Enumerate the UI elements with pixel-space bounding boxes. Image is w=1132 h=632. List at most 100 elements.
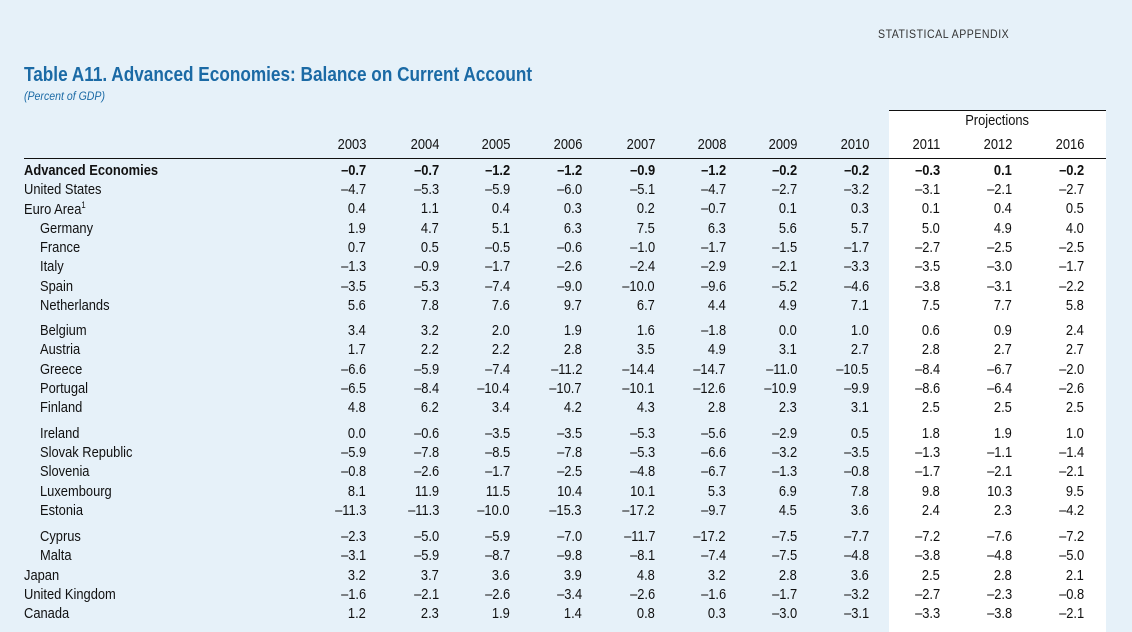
table-cell: –2.5 <box>1058 239 1084 256</box>
table-cell: 3.6 <box>492 567 510 584</box>
table-cell: –5.0 <box>1058 547 1084 564</box>
table-cell: 3.2 <box>421 322 439 339</box>
table-cell: –2.6 <box>556 258 582 275</box>
table-row: Germany 1.9 4.7 5.1 6.3 7.5 6.3 5.6 5.7 5.0 4.9 4.0 <box>0 220 1132 239</box>
row-label: United States <box>24 181 102 198</box>
table-cell: 3.4 <box>348 322 366 339</box>
year-header-3: 2006 <box>553 136 582 153</box>
table-cell: 4.5 <box>779 502 797 519</box>
table-row: Spain –3.5 –5.3 –7.4 –9.0 –10.0 –9.6 –5.2 –4.6 –3… <box>0 278 1132 297</box>
table-cell: 1.9 <box>348 220 366 237</box>
table-cell: –5.9 <box>484 181 510 198</box>
table-cell: –5.6 <box>700 425 726 442</box>
table-cell: –1.2 <box>556 162 582 179</box>
table-cell: –5.3 <box>629 425 655 442</box>
table-cell: –3.5 <box>484 425 510 442</box>
table-cell: –1.0 <box>629 239 655 256</box>
table-cell: –2.1 <box>771 258 797 275</box>
table-cell: –3.0 <box>986 258 1012 275</box>
table-cell: –5.9 <box>413 547 439 564</box>
table-cell: 2.8 <box>922 341 940 358</box>
table-row: Luxembourg 8.1 11.9 11.5 10.4 10.1 5.3 6.9 7.8 9.… <box>0 483 1132 502</box>
table-cell: –2.2 <box>1058 278 1084 295</box>
table-cell: –8.1 <box>629 547 655 564</box>
year-header-8: 2011 <box>912 136 940 153</box>
table-cell: 2.7 <box>1066 341 1084 358</box>
table-cell: –2.6 <box>629 586 655 603</box>
table-cell: 1.7 <box>348 341 366 358</box>
row-label: Belgium <box>40 322 87 339</box>
table-cell: 8.1 <box>348 483 366 500</box>
table-cell: –11.3 <box>407 502 439 519</box>
table-cell: –2.1 <box>1058 463 1084 480</box>
table-subtitle: (Percent of GDP) <box>24 89 105 103</box>
table-cell: 10.3 <box>986 483 1012 500</box>
table-cell: 0.7 <box>348 239 366 256</box>
table-cell: –2.1 <box>1058 605 1084 622</box>
table-cell: 4.8 <box>637 567 655 584</box>
year-header-1: 2004 <box>410 136 439 153</box>
table-cell: 3.6 <box>851 502 869 519</box>
table-cell: 5.6 <box>779 220 797 237</box>
table-cell: –5.3 <box>629 444 655 461</box>
row-label: Euro Area1 <box>24 200 86 218</box>
table-cell: –5.0 <box>413 528 439 545</box>
table-cell: –2.1 <box>986 181 1012 198</box>
table-cell: –0.7 <box>340 162 366 179</box>
table-cell: 0.0 <box>348 425 366 442</box>
table-cell: –1.3 <box>914 444 940 461</box>
table-cell: –6.0 <box>556 181 582 198</box>
year-header-7: 2010 <box>840 136 869 153</box>
table-row: Slovak Republic –5.9 –7.8 –8.5 –7.8 –5.3 –6.6 –… <box>0 444 1132 463</box>
row-label: Ireland <box>40 425 80 442</box>
table-cell: 6.2 <box>421 399 439 416</box>
table-cell: –11.3 <box>334 502 366 519</box>
table-cell: –2.7 <box>914 586 940 603</box>
table-cell: –10.4 <box>477 380 510 397</box>
table-cell: –7.5 <box>771 547 797 564</box>
table-cell: –3.2 <box>771 444 797 461</box>
row-label: France <box>40 239 81 256</box>
table-cell: –7.0 <box>556 528 582 545</box>
table-cell: –2.1 <box>413 586 439 603</box>
table-cell: 4.0 <box>1066 220 1084 237</box>
table-cell: –4.8 <box>629 463 655 480</box>
table-cell: 2.5 <box>1066 399 1084 416</box>
year-header-row: 2003 2004 2005 2006 2007 2008 2009 2010 2011 2012… <box>0 136 1132 156</box>
table-cell: –10.9 <box>764 380 797 397</box>
table-cell: 6.3 <box>564 220 582 237</box>
table-cell: 2.5 <box>994 399 1012 416</box>
table-cell: 5.8 <box>1066 297 1084 314</box>
table-row: Austria 1.7 2.2 2.2 2.8 3.5 4.9 3.1 2.7 2.8 2.7 2.7 <box>0 341 1132 360</box>
table-cell: –7.4 <box>484 361 510 378</box>
table-cell: 2.7 <box>994 341 1012 358</box>
table-cell: 9.7 <box>564 297 582 314</box>
table-cell: –6.5 <box>340 380 366 397</box>
row-label: Austria <box>40 341 81 358</box>
table-cell: 1.8 <box>922 425 940 442</box>
table-cell: 3.5 <box>637 341 655 358</box>
projections-label: Projections <box>965 112 1030 129</box>
table-cell: –3.8 <box>914 547 940 564</box>
table-cell: –10.0 <box>477 502 510 519</box>
table-cell: –4.6 <box>843 278 869 295</box>
table-cell: –7.6 <box>986 528 1012 545</box>
table-row: Canada 1.2 2.3 1.9 1.4 0.8 0.3 –3.0 –3.1 –3.3 –3.8… <box>0 605 1132 624</box>
table-cell: –7.7 <box>843 528 869 545</box>
table-cell: –0.7 <box>413 162 439 179</box>
row-label: Malta <box>40 547 72 564</box>
table-cell: –3.1 <box>340 547 366 564</box>
table-cell: 9.5 <box>1066 483 1084 500</box>
table-cell: –8.6 <box>914 380 940 397</box>
table-cell: –1.6 <box>700 586 726 603</box>
table-row: Estonia –11.3 –11.3 –10.0 –15.3 –17.2 –9.7 4.5 3… <box>0 502 1132 521</box>
table-cell: 3.1 <box>851 399 869 416</box>
year-header-9: 2012 <box>983 136 1012 153</box>
table-cell: 2.5 <box>922 567 940 584</box>
table-cell: –6.7 <box>986 361 1012 378</box>
table-cell: –4.8 <box>843 547 869 564</box>
table-cell: –0.6 <box>556 239 582 256</box>
table-row: United Kingdom –1.6 –2.1 –2.6 –3.4 –2.6 –1.6 –1… <box>0 586 1132 605</box>
table-cell: –17.2 <box>622 502 655 519</box>
table-cell: 6.9 <box>779 483 797 500</box>
